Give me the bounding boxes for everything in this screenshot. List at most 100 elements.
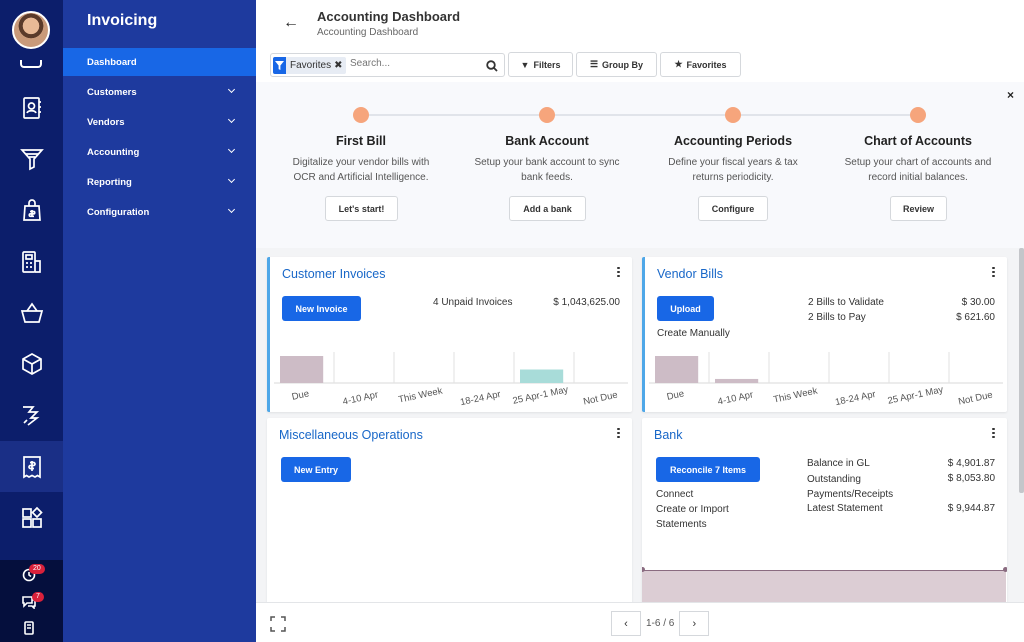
new-entry-button[interactable]: New Entry bbox=[281, 457, 351, 482]
chevron-down-icon bbox=[227, 115, 236, 124]
sidebar-item-label: Configuration bbox=[87, 206, 150, 218]
star-icon: ★ bbox=[674, 59, 683, 69]
kebab-menu-icon[interactable] bbox=[617, 428, 620, 438]
step-description: Setup your chart of accounts and record i… bbox=[844, 157, 992, 183]
chevron-down-icon bbox=[227, 85, 236, 94]
filter-funnel-icon: ▼ bbox=[520, 59, 530, 70]
configure-button[interactable]: Configure bbox=[698, 196, 768, 221]
step-title: Chart of Accounts bbox=[864, 134, 972, 148]
search-icon[interactable] bbox=[486, 59, 498, 72]
bills-to-validate-label[interactable]: 2 Bills to Validate bbox=[808, 297, 884, 308]
bills-to-validate-amount: $ 30.00 bbox=[961, 297, 995, 308]
app-sidebar: Invoicing Dashboard Customers Vendors Ac… bbox=[63, 0, 256, 642]
connect-link[interactable]: Connect bbox=[656, 489, 694, 500]
step-dot bbox=[353, 107, 369, 123]
invoicing-icon[interactable] bbox=[0, 441, 63, 492]
add-a-bank-button[interactable]: Add a bank bbox=[509, 196, 586, 221]
kebab-menu-icon[interactable] bbox=[992, 267, 995, 277]
phone-icon[interactable] bbox=[22, 621, 36, 635]
reconcile-items-button[interactable]: Reconcile 7 Items bbox=[656, 457, 760, 482]
chart-bar[interactable] bbox=[655, 356, 699, 383]
kebab-menu-icon[interactable] bbox=[992, 428, 995, 438]
step-dot bbox=[910, 107, 926, 123]
lets-start-button[interactable]: Let's start! bbox=[325, 196, 398, 221]
card-title[interactable]: Vendor Bills bbox=[657, 267, 724, 281]
vendor-bills-chart[interactable]: Due 4-10 Apr This Week 18-24 Apr 25 Apr-1 Ma… bbox=[645, 349, 1007, 412]
pager-value[interactable]: 1-6 / 6 bbox=[646, 618, 675, 629]
sidebar-item-label: Accounting bbox=[87, 146, 140, 158]
step-description: Define your fiscal years & tax returns pe… bbox=[668, 157, 798, 183]
chart-tick-label: This Week bbox=[772, 385, 818, 405]
close-icon[interactable]: × bbox=[1006, 88, 1014, 102]
unpaid-invoices-label[interactable]: 4 Unpaid Invoices bbox=[433, 297, 513, 308]
apps-icon[interactable] bbox=[0, 492, 63, 543]
filters-button[interactable]: ▼ Filters bbox=[508, 52, 573, 77]
import-statements-link[interactable]: Create or Import Statements bbox=[656, 504, 729, 530]
activities-count-badge: 20 bbox=[29, 564, 45, 574]
card-title[interactable]: Miscellaneous Operations bbox=[279, 428, 423, 442]
shop-basket-icon[interactable] bbox=[0, 287, 63, 338]
card-title[interactable]: Bank bbox=[654, 428, 683, 442]
step-title: First Bill bbox=[335, 134, 386, 148]
sidebar-item-reporting[interactable]: Reporting bbox=[63, 168, 256, 196]
search-facet-favorites: Favorites ✖ bbox=[273, 57, 346, 74]
search-bar[interactable]: Favorites ✖ bbox=[270, 53, 505, 77]
chart-bar[interactable] bbox=[715, 378, 759, 383]
bills-to-pay-amount: $ 621.60 bbox=[956, 312, 995, 323]
sidebar-item-accounting[interactable]: Accounting bbox=[63, 138, 256, 166]
chevron-down-icon bbox=[227, 145, 236, 154]
onboarding-step-accounting-periods: Accounting Periods Define your fiscal ye… bbox=[643, 134, 823, 185]
onboarding-step-first-bill: First Bill Digitalize your vendor bills … bbox=[271, 134, 451, 185]
card-title[interactable]: Customer Invoices bbox=[282, 267, 386, 281]
sidebar-item-configuration[interactable]: Configuration bbox=[63, 198, 256, 226]
breadcrumb[interactable]: Accounting Dashboard bbox=[317, 27, 419, 38]
pager-next-button[interactable]: › bbox=[679, 611, 710, 636]
create-manually-link[interactable]: Create Manually bbox=[657, 328, 730, 339]
step-title: Bank Account bbox=[505, 134, 589, 148]
onboarding-panel: × First Bill Digitalize your vendor bill… bbox=[256, 82, 1024, 248]
balance-in-gl-label: Balance in GL bbox=[807, 458, 870, 469]
pager-previous-button[interactable]: ‹ bbox=[611, 611, 641, 636]
new-invoice-button[interactable]: New Invoice bbox=[282, 296, 361, 321]
rail-top-item-icon[interactable] bbox=[20, 60, 42, 68]
chart-tick-label: 4-10 Apr bbox=[717, 389, 754, 407]
latest-statement-label[interactable]: Latest Statement bbox=[807, 503, 883, 514]
chart-bar[interactable] bbox=[520, 369, 564, 384]
chart-tick-label: 4-10 Apr bbox=[342, 389, 379, 407]
kebab-menu-icon[interactable] bbox=[617, 267, 620, 277]
chart-tick-label: 18-24 Apr bbox=[834, 389, 877, 408]
chart-tick-label: Due bbox=[291, 388, 310, 402]
facet-remove-icon[interactable]: ✖ bbox=[334, 60, 343, 71]
manufacturing-icon[interactable] bbox=[0, 389, 63, 440]
rail-systray: 20 7 bbox=[0, 560, 63, 642]
inventory-box-icon[interactable] bbox=[0, 338, 63, 389]
bills-to-pay-label[interactable]: 2 Bills to Pay bbox=[808, 312, 866, 323]
bank-balance-graph[interactable] bbox=[642, 567, 1007, 604]
sidebar-item-vendors[interactable]: Vendors bbox=[63, 108, 256, 136]
upload-button[interactable]: Upload bbox=[657, 296, 714, 321]
app-title: Invoicing bbox=[87, 12, 158, 29]
main-content: ← Accounting Dashboard Accounting Dashbo… bbox=[256, 0, 1024, 642]
fullscreen-icon[interactable] bbox=[270, 616, 286, 632]
group-by-button[interactable]: ☰ Group By bbox=[576, 52, 657, 77]
onboarding-step-chart-of-accounts: Chart of Accounts Setup your chart of ac… bbox=[828, 134, 1008, 185]
scrollbar[interactable] bbox=[1019, 248, 1024, 493]
step-title: Accounting Periods bbox=[673, 134, 793, 148]
user-avatar[interactable] bbox=[12, 11, 50, 49]
back-arrow-icon[interactable]: ← bbox=[283, 14, 299, 31]
sidebar-item-customers[interactable]: Customers bbox=[63, 78, 256, 106]
favorites-button[interactable]: ★ Favorites bbox=[660, 52, 741, 77]
pos-icon[interactable] bbox=[0, 236, 63, 287]
chevron-down-icon bbox=[227, 175, 236, 184]
customer-invoices-chart[interactable]: Due 4-10 Apr This Week 18-24 Apr 25 Apr-1 Ma… bbox=[270, 349, 632, 412]
search-input[interactable] bbox=[350, 58, 480, 69]
contacts-icon[interactable] bbox=[0, 82, 63, 133]
chart-bar[interactable] bbox=[280, 356, 324, 383]
crm-funnel-icon[interactable] bbox=[0, 133, 63, 184]
outstanding-payments-label[interactable]: Outstanding Payments/Receipts bbox=[807, 474, 894, 500]
sidebar-item-dashboard[interactable]: Dashboard bbox=[63, 48, 256, 76]
review-button[interactable]: Review bbox=[890, 196, 947, 221]
list-bars-icon: ☰ bbox=[589, 59, 599, 69]
sales-bag-icon[interactable] bbox=[0, 184, 63, 235]
step-dot bbox=[539, 107, 555, 123]
